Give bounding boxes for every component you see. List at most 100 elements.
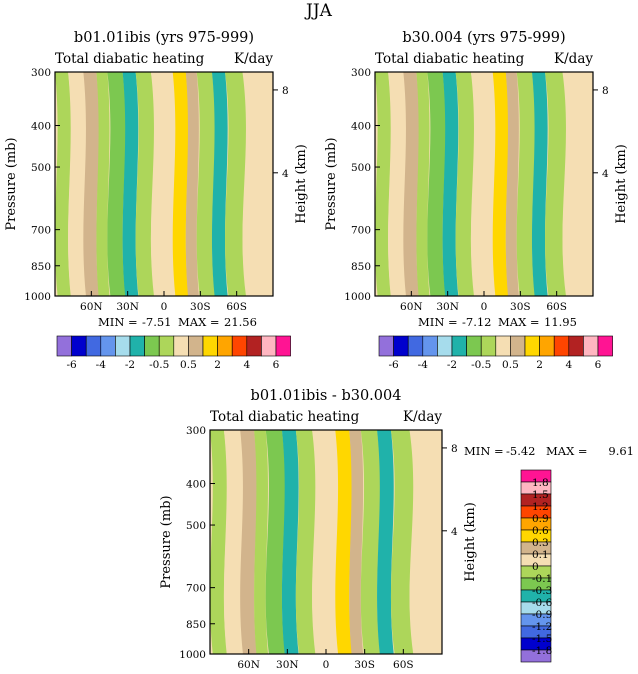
field-band [335,430,352,654]
panel-experiment: b30.004 (yrs 975-999) Total diabatic heat… [324,30,629,329]
colorbar-cell [520,649,552,663]
x-tick-label: 60N [400,301,423,313]
min-value: -5.42 [506,444,536,458]
field-band [281,430,299,654]
colorbar-label: -1.2 [532,621,552,633]
height-tick-label: 4 [602,168,609,180]
colorbar-cell [422,335,438,357]
height-tick-label: 4 [451,526,458,538]
colorbar-cell [539,335,555,357]
max-label: MAX = [546,444,588,458]
colorbar-cell [261,335,277,357]
heating-field [55,72,273,296]
min-value: -7.12 [462,315,492,329]
y-tick-label: 1000 [344,291,371,303]
colorbar-cell [524,335,540,357]
variable-name: Total diabatic heating [55,51,205,67]
y-tick-label: 1000 [24,291,51,303]
field-band [562,72,593,296]
colorbar-label: 6 [273,359,280,371]
y-tick-label: 400 [186,479,206,491]
panel-title: b01.01ibis - b30.004 [251,388,402,404]
colorbar-cell [378,335,394,357]
colorbar-horizontal: -6 -4 -2 -0.5 0.5 2 4 6 -6 -4 -2 -0.5 0.5 2 4 6 [56,335,613,371]
colorbar-label: 6 [595,359,602,371]
colorbar-cell [56,335,72,357]
y2-axis-label: Height (km) [463,502,478,582]
field-band [122,72,139,296]
field-band [377,430,394,654]
colorbar-cell [173,335,189,357]
y-tick-label: 500 [186,520,206,532]
field-band [390,430,414,654]
x-tick-label: 30S [510,301,531,313]
y-axis-label: Pressure (mb) [324,137,339,230]
field-band [83,72,100,296]
x-tick-label: 30S [354,659,375,671]
colorbar-label: 2 [536,359,543,371]
colorbar-cell [275,335,291,357]
colorbar-cell [188,335,204,357]
x-tick-label: 60S [393,659,414,671]
colorbar-cell [100,335,116,357]
colorbar-label: 4 [243,359,250,371]
colorbar-label: -4 [96,359,107,371]
max-label: MAX = [498,315,540,329]
field-band [254,430,268,654]
field-band [185,72,199,296]
y-tick-label: 300 [351,67,371,79]
colorbar-label: -0.5 [471,359,491,371]
colorbar-cell [144,335,160,357]
field-band [403,72,420,296]
height-tick-label: 4 [282,168,289,180]
y-tick-label: 700 [186,583,206,595]
colorbar-cell [217,335,233,357]
y-tick-label: 300 [186,425,206,437]
min-value: -7.51 [142,315,172,329]
variable-name: Total diabatic heating [375,51,525,67]
colorbar-label: 0.5 [502,359,519,371]
colorbar-cell [246,335,262,357]
max-value: 21.56 [224,315,257,329]
panel-title: b30.004 (yrs 975-999) [402,30,565,46]
field-band [265,430,286,654]
x-tick-label: 60N [237,659,260,671]
colorbar-cell [568,335,584,357]
colorbar-label: -1.5 [532,633,552,645]
y2-axis-label: Height (km) [294,144,309,224]
heating-field [375,72,593,296]
field-band [375,72,391,296]
colorbar-cell [202,335,218,357]
y-axis-label: Pressure (mb) [4,137,19,230]
field-band [360,430,381,654]
x-tick-label: 30N [436,301,459,313]
field-band [470,72,498,296]
colorbar-label: 0.6 [532,525,549,537]
y-tick-label: 850 [31,261,51,273]
y-tick-label: 500 [31,162,51,174]
field-band [416,72,430,296]
colorbar-cell [437,335,453,357]
x-tick-label: 0 [481,301,488,313]
colorbar-cell [407,335,424,357]
height-tick-label: 8 [602,85,609,97]
colorbar-label: -6 [388,359,399,371]
field-band [545,72,566,296]
x-tick-label: 0 [161,301,168,313]
height-tick-label: 8 [282,85,289,97]
height-tick-label: 8 [451,443,458,455]
field-band [349,430,364,654]
field-band [150,72,178,296]
colorbar-label: 1.5 [532,489,549,501]
colorbar-label: -4 [418,359,429,371]
colorbar-cell [451,335,467,357]
colorbar-cell [158,335,175,357]
max-label: MAX = [178,315,220,329]
field-band [223,430,244,654]
units-label: K/day [403,409,442,425]
panel-title: b01.01ibis (yrs 975-999) [74,30,254,46]
colorbar-label: -0.1 [532,573,552,585]
field-band [242,72,273,296]
x-tick-label: 60S [226,301,247,313]
